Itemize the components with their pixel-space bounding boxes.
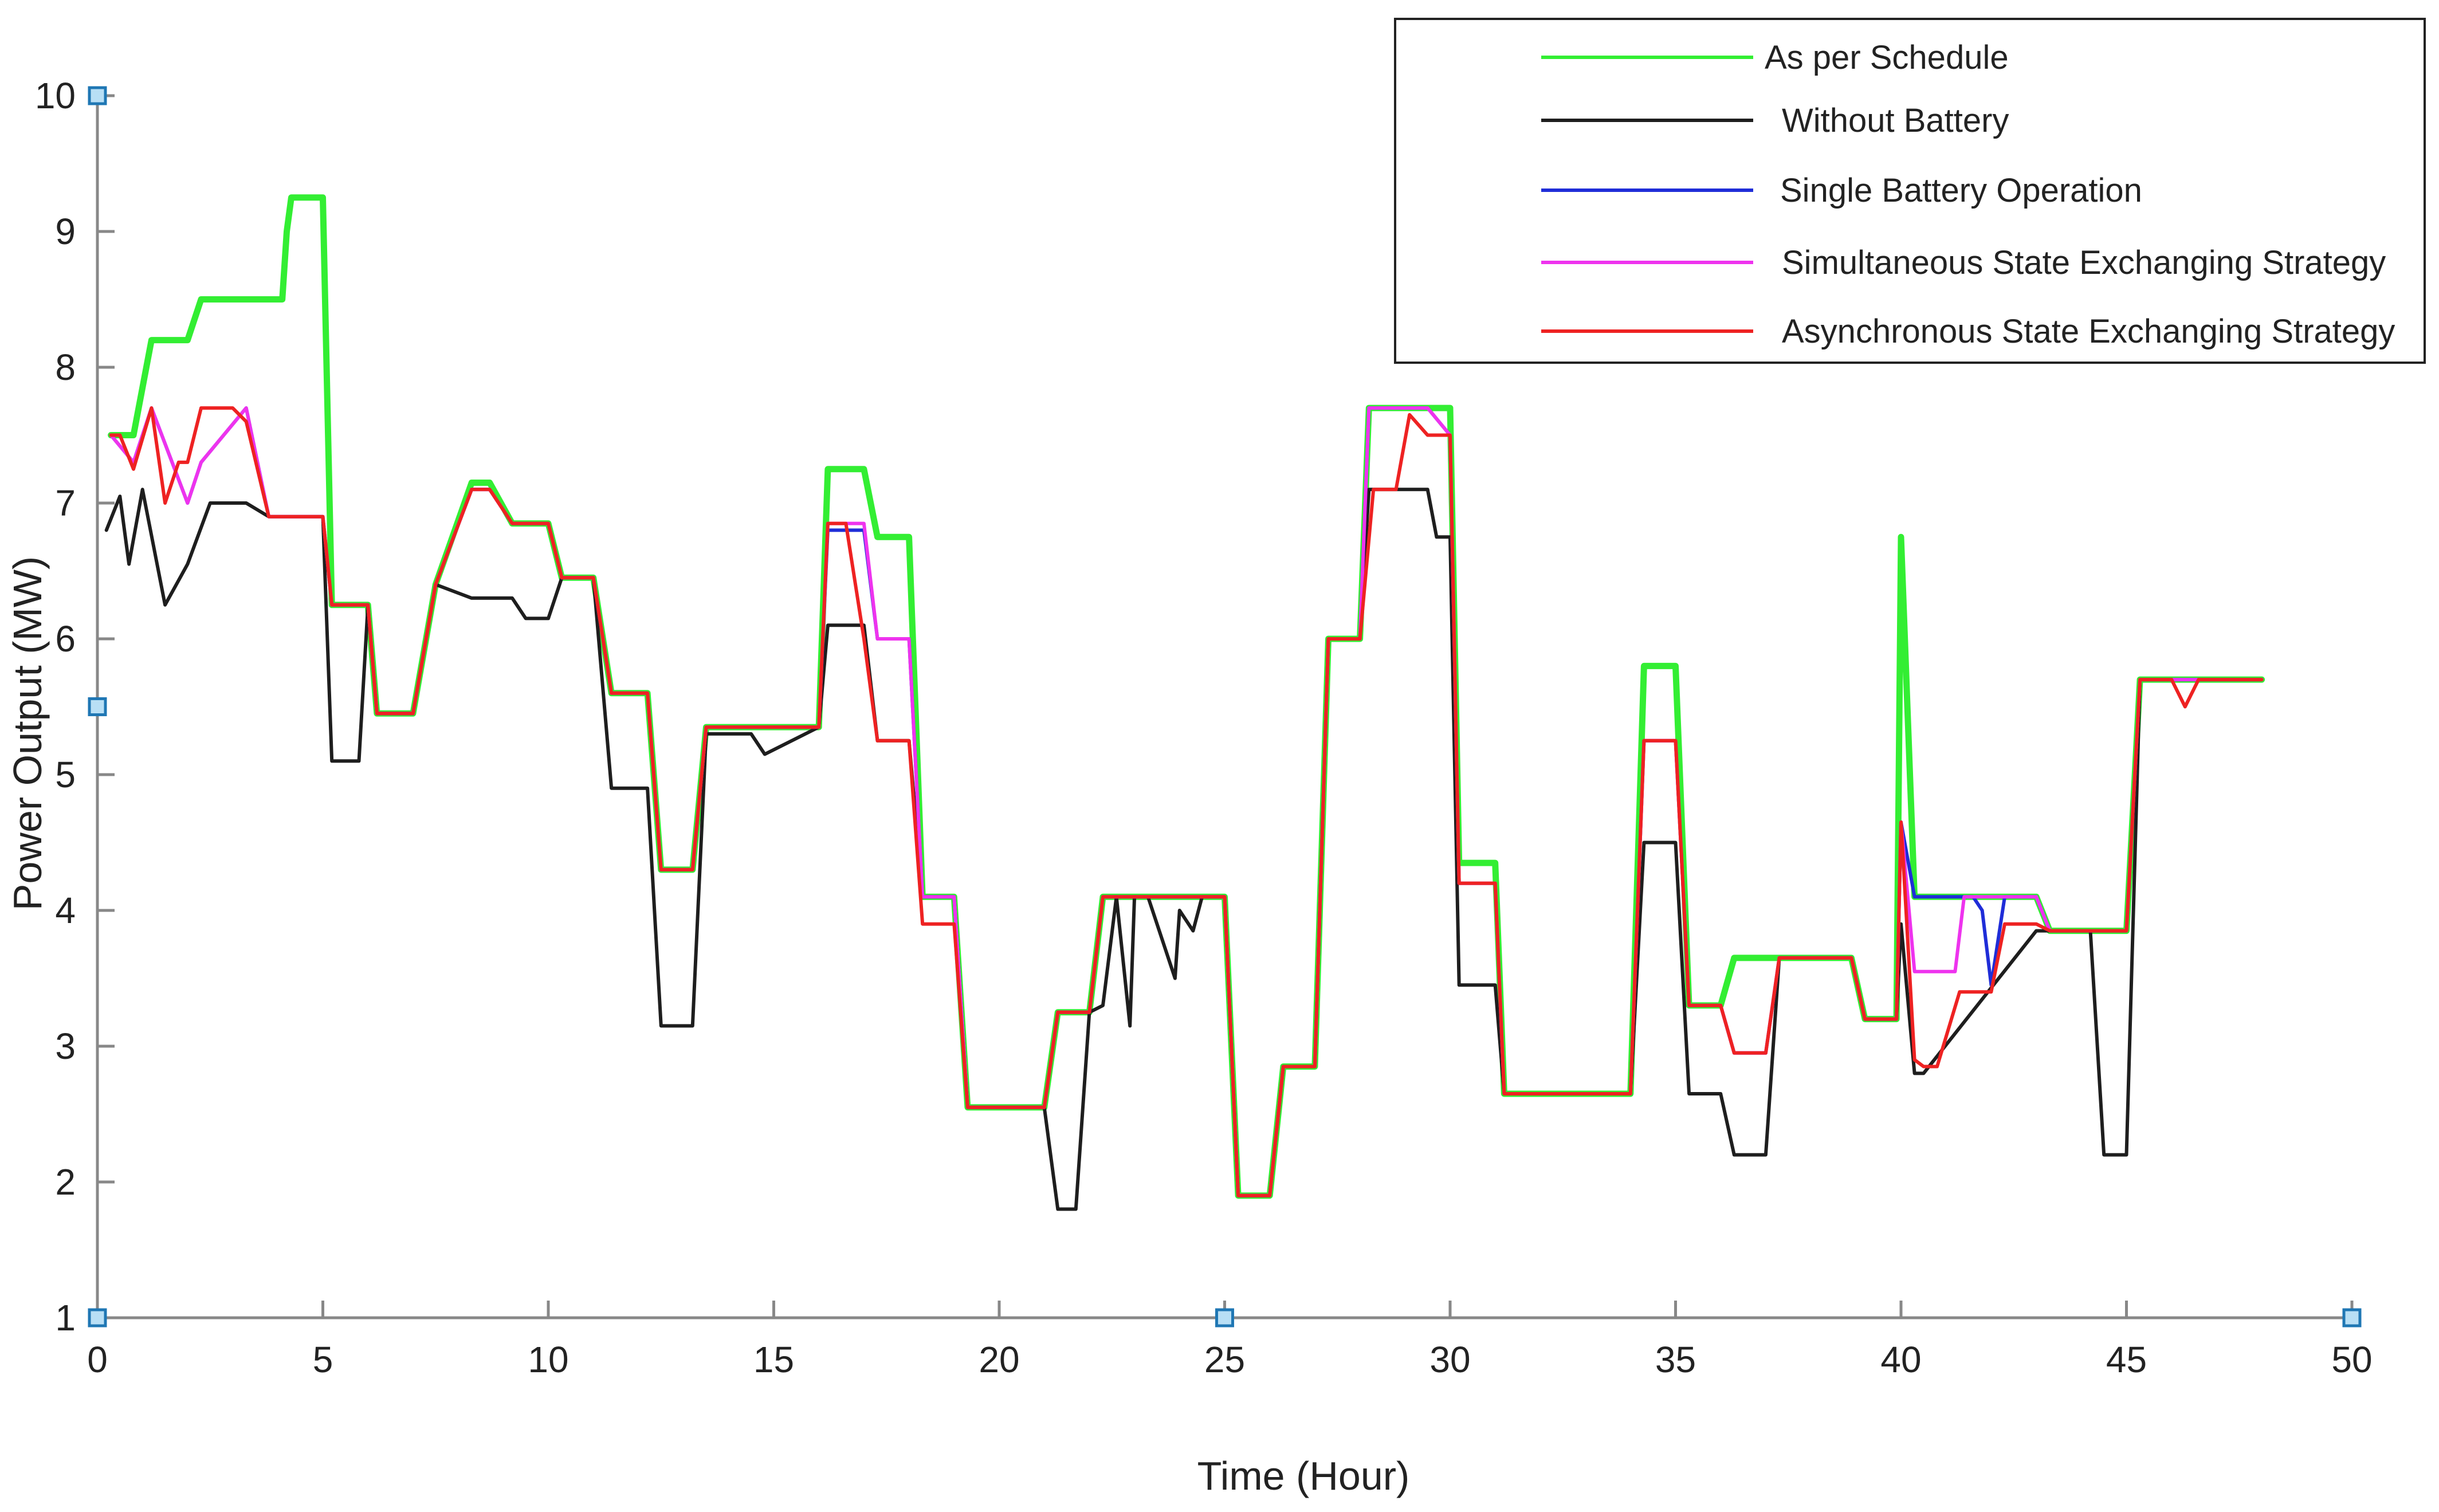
axis-markers: [88, 86, 2362, 1328]
x-tick-label: 45: [2106, 1339, 2147, 1380]
x-tick-label: 0: [87, 1339, 108, 1380]
legend-label: Simultaneous State Exchanging Strategy: [1782, 244, 2386, 281]
axis-marker: [2342, 1308, 2362, 1328]
x-tick-label: 20: [979, 1339, 1019, 1380]
y-tick-label: 10: [35, 75, 76, 116]
y-tick-label: 6: [55, 618, 76, 659]
y-tick-label: 8: [55, 347, 76, 388]
axis-marker: [88, 86, 107, 105]
series-lines: [104, 194, 2265, 1211]
y-tick-label: 3: [55, 1026, 76, 1067]
x-tick-label: 30: [1429, 1339, 1470, 1380]
y-tick-label: 1: [55, 1297, 76, 1338]
series-line: [104, 488, 2264, 1211]
y-tick-label: 9: [55, 211, 76, 252]
series-line: [109, 406, 2264, 1197]
x-tick-label: 25: [1204, 1339, 1245, 1380]
x-tick-label: 5: [313, 1339, 333, 1380]
series-line: [109, 406, 2264, 1197]
y-tick-label: 7: [55, 482, 76, 524]
y-axis-title: Power Output (MW): [5, 556, 50, 910]
legend-label: Single Battery Operation: [1780, 172, 2142, 209]
y-tick-label: 2: [55, 1161, 76, 1203]
x-tick-label: 40: [1880, 1339, 1921, 1380]
axis-marker: [88, 1308, 107, 1328]
x-tick-label: 10: [528, 1339, 568, 1380]
x-tick-label: 50: [2331, 1339, 2372, 1380]
axis-marker: [1215, 1308, 1234, 1328]
legend: As per Schedule Without Battery Single Bat…: [1394, 18, 2426, 364]
x-tick-label: 15: [753, 1339, 794, 1380]
legend-label: Asynchronous State Exchanging Strategy: [1782, 313, 2395, 350]
y-tick-label: 4: [55, 890, 76, 931]
x-axis-title: Time (Hour): [1197, 1454, 1410, 1498]
y-tick-label: 5: [55, 754, 76, 795]
axis-marker: [88, 697, 107, 716]
series-line: [109, 406, 2264, 1197]
x-tick-label: 35: [1655, 1339, 1696, 1380]
legend-label: As per Schedule: [1765, 39, 2009, 76]
legend-label: Without Battery: [1782, 102, 2009, 139]
